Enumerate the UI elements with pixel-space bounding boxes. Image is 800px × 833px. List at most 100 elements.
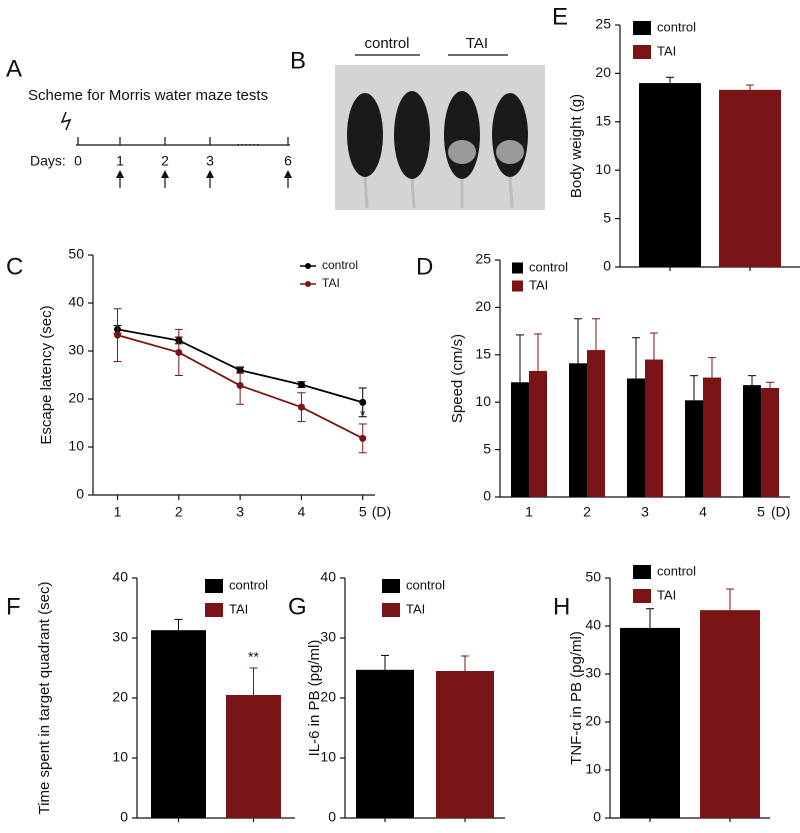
y-tick-label: 40 <box>112 569 128 585</box>
y-tick-label: 15 <box>595 113 611 129</box>
legend-swatch <box>633 21 651 35</box>
y-tick-label: 20 <box>595 64 611 80</box>
y-tick-label: 10 <box>320 749 336 765</box>
legend-label: TAI <box>406 601 425 616</box>
panel-letter: F <box>6 593 21 620</box>
bar <box>356 669 414 818</box>
day-label: 2 <box>161 153 169 169</box>
x-axis-label: (D) <box>771 504 790 520</box>
scheme-title: Scheme for Morris water maze tests <box>28 87 268 104</box>
y-tick-label: 30 <box>112 629 128 645</box>
x-tick-label: 2 <box>175 504 183 520</box>
x-tick-label: 1 <box>114 504 122 520</box>
point <box>236 382 244 390</box>
bar <box>645 359 663 497</box>
legend-swatch <box>205 579 223 593</box>
legend-label: TAI <box>657 43 676 58</box>
y-axis-label: Time spent in target quadrant (sec) <box>36 582 53 815</box>
day-label: 6 <box>284 153 292 169</box>
group-label: TAI <box>466 35 488 52</box>
group-label: control <box>364 35 409 52</box>
y-tick-label: 20 <box>68 390 84 406</box>
y-tick-label: 30 <box>320 629 336 645</box>
bar <box>719 89 781 267</box>
x-tick-label: 5 <box>359 504 367 520</box>
panel-letter: H <box>553 593 570 620</box>
legend-label: TAI <box>322 276 340 290</box>
arrows <box>116 170 292 178</box>
x-tick-label: 4 <box>298 504 306 520</box>
y-tick-label: 5 <box>603 209 611 225</box>
point <box>359 398 367 406</box>
y-tick-label: 15 <box>475 346 491 362</box>
photo-panel: B control TAI <box>290 35 545 210</box>
legend-label: TAI <box>529 277 548 292</box>
x-tick-label: 4 <box>699 504 707 520</box>
bar <box>529 370 547 497</box>
y-tick-label: 10 <box>595 161 611 177</box>
day-label: 1 <box>116 153 124 169</box>
y-axis-label: Body weight (g) <box>568 94 585 198</box>
y-tick-label: 30 <box>68 342 84 358</box>
scheme: A Scheme for Morris water maze tests Day… <box>6 55 292 188</box>
y-tick-label: 10 <box>475 393 491 409</box>
y-tick-label: 50 <box>68 246 84 262</box>
legend-label: control <box>657 563 696 578</box>
y-tick-label: 40 <box>68 294 84 310</box>
panel-letter: C <box>6 253 23 280</box>
y-tick-label: 0 <box>328 809 336 825</box>
y-tick-label: 40 <box>320 569 336 585</box>
shaved-patches <box>448 140 524 164</box>
bar <box>569 363 587 497</box>
x-tick-label: 3 <box>641 504 649 520</box>
bar <box>226 695 281 818</box>
legend-swatch <box>512 262 523 274</box>
x-tick-label: 3 <box>236 504 244 520</box>
point <box>114 331 122 339</box>
significance: ** <box>248 649 259 665</box>
legend-swatch <box>382 603 400 617</box>
y-axis-label: IL-6 in PB (pg/ml) <box>306 640 323 757</box>
y-tick-label: 20 <box>475 298 491 314</box>
point <box>359 434 367 442</box>
x-tick-label: 2 <box>583 504 591 520</box>
bar <box>511 382 529 497</box>
legend-label: control <box>657 19 696 34</box>
legend-label: control <box>322 258 358 272</box>
legend-label: control <box>406 577 445 592</box>
bar <box>700 610 760 818</box>
legend-swatch <box>633 45 651 59</box>
legend-swatch <box>633 565 651 579</box>
y-tick-label: 0 <box>120 809 128 825</box>
legend-label: TAI <box>229 601 248 616</box>
y-tick-label: 20 <box>585 713 601 729</box>
panel-letter: B <box>290 47 306 74</box>
bar <box>685 400 703 497</box>
y-tick-label: 30 <box>585 665 601 681</box>
legend-label: control <box>229 577 268 592</box>
day-label: 0 <box>74 153 82 169</box>
legend-marker <box>305 281 311 287</box>
point <box>297 403 305 411</box>
lightning-icon <box>60 111 72 131</box>
legend-marker <box>305 263 311 269</box>
y-tick-label: 20 <box>112 689 128 705</box>
point <box>175 348 183 356</box>
y-tick-label: 20 <box>320 689 336 705</box>
y-axis-label: Speed (cm/s) <box>449 334 466 423</box>
legend-swatch <box>512 280 523 292</box>
bar <box>627 378 645 497</box>
ellipsis: ...... <box>236 133 259 149</box>
y-tick-label: 5 <box>483 440 491 456</box>
y-tick-label: 0 <box>593 809 601 825</box>
bar <box>151 630 206 818</box>
panel-letter: E <box>552 3 568 30</box>
x-axis-label: (D) <box>372 504 391 520</box>
x-tick-label: 1 <box>525 504 533 520</box>
tails <box>363 176 514 209</box>
legend-swatch <box>205 603 223 617</box>
bar <box>703 377 721 497</box>
y-axis-label: TNF-α in PB (pg/ml) <box>568 631 585 765</box>
